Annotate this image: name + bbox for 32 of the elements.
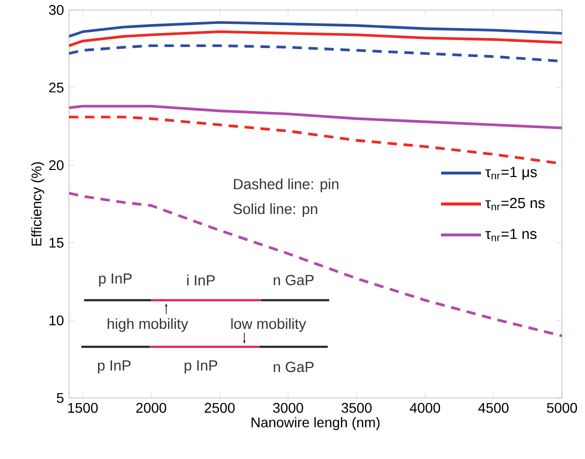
x-tick-label: 4500 <box>478 402 509 413</box>
line-series <box>69 21 562 38</box>
annotation: p InP <box>98 360 131 374</box>
x-tick-label: 3000 <box>273 402 304 413</box>
annotation: Solid line: pn <box>233 203 318 218</box>
line-series <box>69 192 562 338</box>
y-tick-label: 10 <box>50 315 64 326</box>
annotation: i InP <box>187 274 215 286</box>
y-tick-label: 15 <box>50 238 64 248</box>
x-axis-title: Nanowire lengh (nm) <box>252 417 380 430</box>
annotation: high mobility <box>108 318 188 332</box>
line-series <box>69 30 562 48</box>
x-tick-label: 3500 <box>342 402 372 413</box>
annotation: low mobility <box>231 318 306 332</box>
annotation: p InP <box>99 273 132 287</box>
y-tick-label: 5 <box>56 393 64 403</box>
x-tick-label: 5000 <box>546 402 578 413</box>
x-tick-label: 2500 <box>204 402 235 413</box>
y-tick-label: 20 <box>49 160 64 170</box>
legend-label: τ$_{nr}$=1 ns <box>485 228 536 242</box>
annotation: n GaP <box>274 274 314 286</box>
annotation: n GaP <box>274 362 314 372</box>
legend-label: τ$_{nr}$=25 ns <box>485 198 545 210</box>
x-tick-label: 2000 <box>136 402 166 413</box>
legend-label: τ$_{nr}$=1 μs <box>485 166 537 180</box>
y-tick-label: 25 <box>49 82 64 93</box>
annotation: Dashed line: pin <box>234 178 338 192</box>
annotation: p InP <box>184 360 218 374</box>
y-axis-title: Efficiency (%) <box>31 162 44 246</box>
y-tick-label: 30 <box>49 5 64 15</box>
x-tick-label: 4000 <box>410 402 440 413</box>
x-tick-label: 1500 <box>68 402 98 413</box>
